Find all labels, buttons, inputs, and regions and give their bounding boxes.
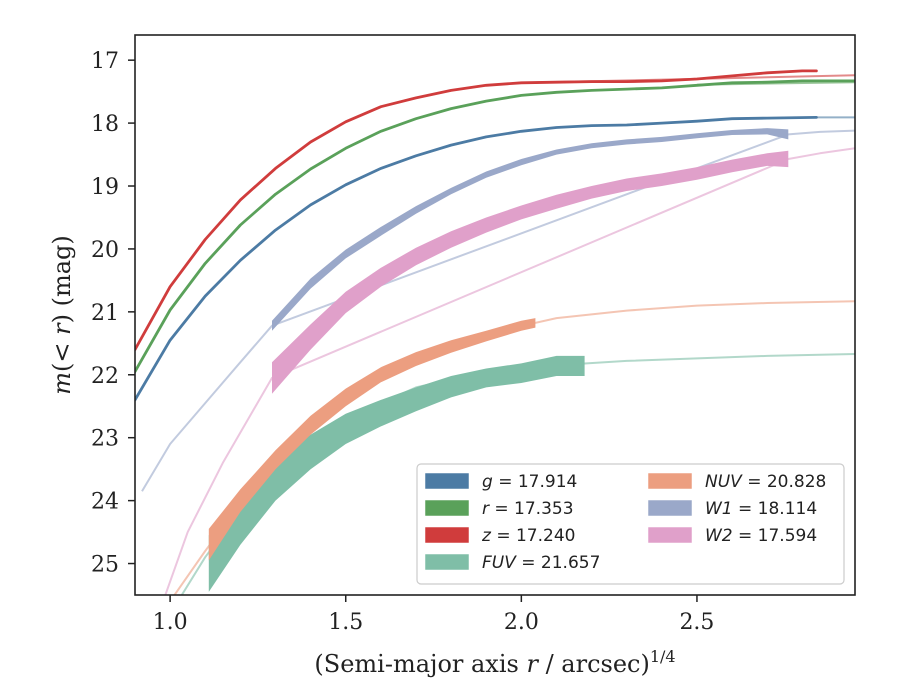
data-layer: [135, 69, 855, 595]
x-tick-label: 1.0: [153, 610, 188, 635]
series-line-g: [135, 116, 818, 402]
y-tick-label: 20: [91, 238, 119, 263]
legend-items: g = 17.914 r = 17.353 z = 17.240 FUV = 21.6…: [424, 472, 826, 573]
legend-label-w2: W2 = 17.594: [705, 526, 817, 546]
x-axis-label-sup: 1/4: [650, 647, 676, 666]
y-tick-label: 19: [91, 175, 119, 200]
legend-label-r: r = 17.353: [482, 499, 574, 519]
band-w2: [272, 150, 789, 394]
model-line-w1: [141, 129, 855, 492]
y-axis-label-lt: <: [48, 335, 76, 363]
y-axis-label-m: m: [48, 372, 76, 395]
plot-frame: [134, 34, 856, 596]
legend-swatch-w1: [647, 499, 693, 517]
y-tick-label: 22: [91, 364, 119, 389]
x-tick-label: 2.0: [504, 610, 539, 635]
legend-swatch-r: [424, 499, 470, 517]
x-axis-label-pre: (Semi-major axis: [314, 650, 526, 678]
y-axis-label-r: r: [48, 322, 76, 335]
x-axis-label-var: r: [526, 650, 539, 678]
legend-swatch-nuv: [647, 472, 693, 490]
x-axis-label-post: / arcsec): [538, 650, 650, 678]
legend-label-w1: W1 = 18.114: [705, 499, 817, 519]
y-tick-label: 21: [91, 301, 119, 326]
legend-swatch-g: [424, 472, 470, 490]
series-line-r: [135, 79, 855, 373]
legend-label-fuv: FUV = 21.657: [482, 553, 600, 573]
legend: g = 17.914 r = 17.353 z = 17.240 FUV = 21.6…: [416, 463, 845, 585]
x-tick-label: 1.5: [328, 610, 363, 635]
x-axis-label: (Semi-major axis r / arcsec)1/4: [314, 647, 675, 678]
y-tick-label: 18: [91, 112, 119, 137]
legend-swatch-fuv: [424, 553, 470, 571]
y-tick-label: 25: [91, 553, 119, 578]
y-tick-label: 24: [91, 490, 119, 515]
x-tick-label: 2.5: [679, 610, 714, 635]
y-axis-label-unit: (mag): [48, 235, 76, 314]
series-line-z: [135, 69, 818, 351]
ticks-layer: 1.0 1.5 2.0 2.5 17 18 19 20 21 22 23 24 25: [91, 49, 714, 635]
y-axis-label-open: (: [48, 363, 76, 372]
legend-label-g: g = 17.914: [482, 472, 577, 492]
legend-swatch-z: [424, 526, 470, 544]
y-axis-label-close: ): [48, 314, 76, 323]
legend-box: [416, 463, 845, 585]
y-axis-label: m(< r) (mag): [48, 235, 76, 395]
y-tick-label: 23: [91, 427, 119, 452]
legend-label-nuv: NUV = 20.828: [705, 472, 826, 492]
y-tick-label: 17: [91, 49, 119, 74]
legend-label-z: z = 17.240: [481, 526, 575, 546]
band-fuv: [208, 355, 585, 592]
legend-swatch-w2: [647, 526, 693, 544]
